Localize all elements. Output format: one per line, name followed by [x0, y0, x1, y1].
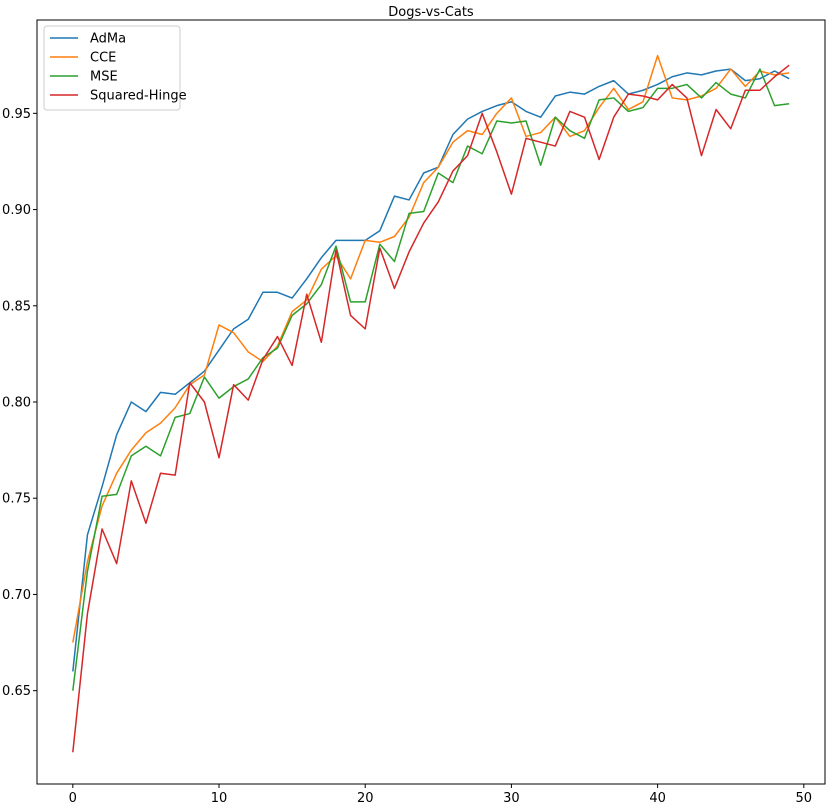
x-tick-label: 40 [649, 791, 666, 806]
y-tick-label: 0.90 [2, 203, 31, 218]
legend-label-adma: AdMa [90, 32, 126, 47]
x-tick-label: 0 [69, 791, 77, 806]
series-line-cce [72, 54, 790, 643]
x-tick-label: 20 [357, 791, 374, 806]
x-tick-label: 50 [796, 791, 813, 806]
x-tick-label: 10 [211, 791, 228, 806]
series-line-adma [72, 68, 790, 672]
legend-box [43, 25, 181, 111]
legend-label-squared-hinge: Squared-Hinge [90, 89, 187, 104]
y-tick-label: 0.80 [2, 396, 31, 411]
y-tick-label: 0.95 [2, 107, 31, 122]
y-tick-label: 0.75 [2, 492, 31, 507]
legend-label-cce: CCE [90, 51, 116, 66]
legend: AdMa CCE MSE Squared-Hinge [43, 25, 187, 111]
plot-frame [36, 19, 826, 785]
series-line-mse [72, 68, 790, 691]
y-tick-label: 0.85 [2, 299, 31, 314]
chart-title: Dogs-vs-Cats [388, 5, 474, 20]
x-axis: 0 10 20 30 40 50 [69, 784, 812, 806]
y-tick-label: 0.70 [2, 588, 31, 603]
series-line-squared-hinge [72, 64, 790, 753]
y-axis: 0.65 0.70 0.75 0.80 0.85 0.90 0.95 [2, 107, 37, 699]
x-tick-label: 30 [503, 791, 520, 806]
series-lines [72, 54, 790, 753]
y-tick-label: 0.65 [2, 684, 31, 699]
legend-label-mse: MSE [90, 70, 118, 85]
